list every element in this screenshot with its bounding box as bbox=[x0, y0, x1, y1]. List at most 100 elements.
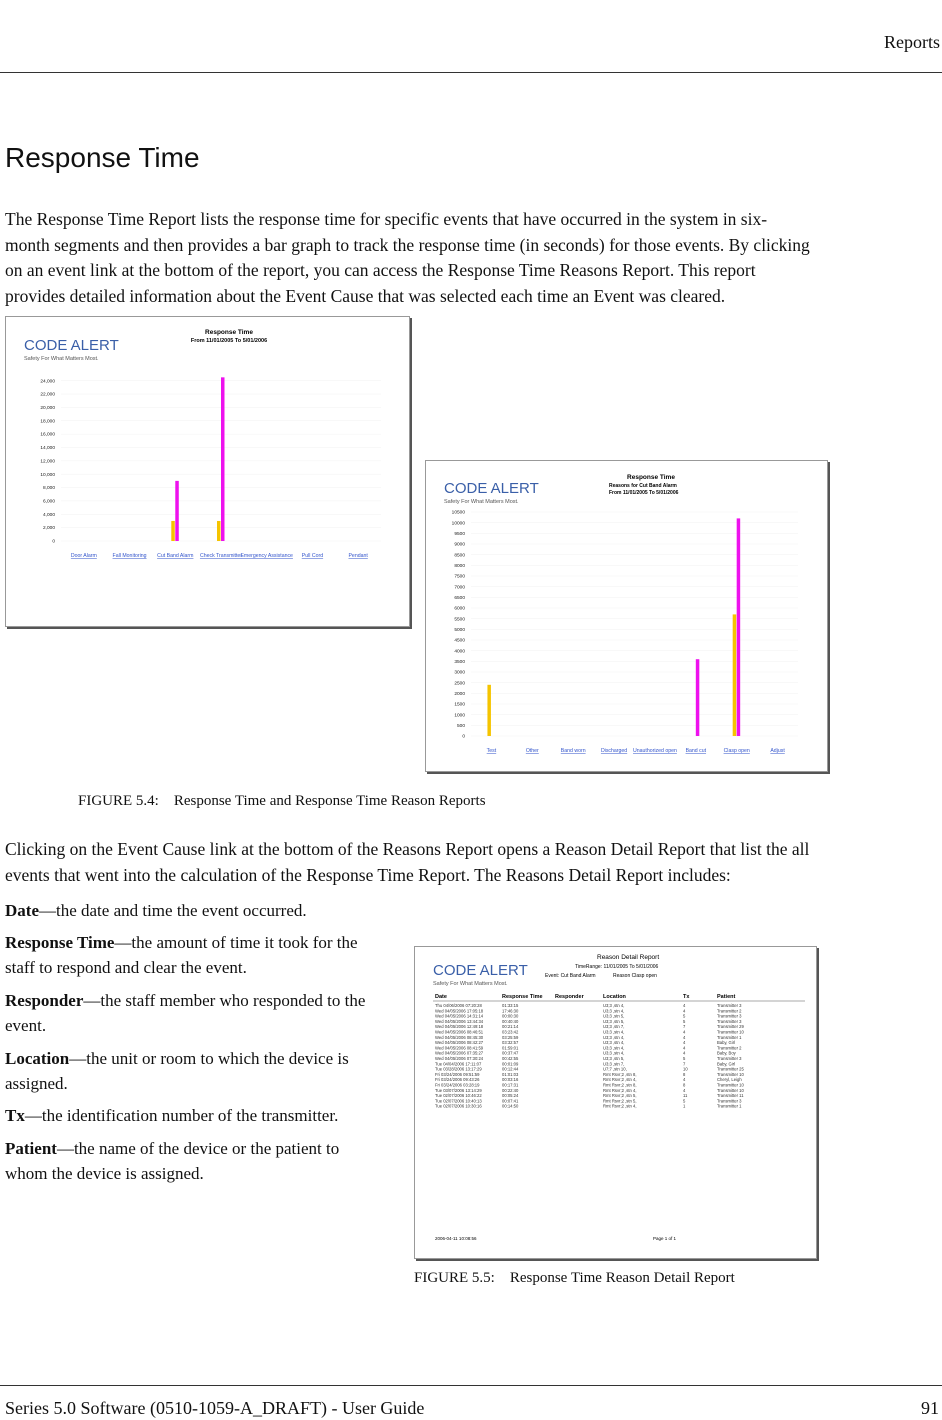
x-category-link[interactable]: Test bbox=[487, 748, 497, 754]
table-cell: 00:42:55 bbox=[502, 1056, 519, 1061]
y-tick-label: 7000 bbox=[454, 584, 465, 590]
table-cell: Wed 04/05/2006 08:42:27 bbox=[435, 1040, 484, 1045]
definition-text: —the unit or room to which the device is… bbox=[5, 1049, 349, 1093]
y-tick-label: 8000 bbox=[454, 563, 465, 569]
y-tick-label: 10000 bbox=[452, 520, 466, 526]
table-cell: Wed 04/05/2006 07:35:27 bbox=[435, 1051, 484, 1056]
figure-caption-text: Response Time Reason Detail Report bbox=[509, 1270, 735, 1286]
bar bbox=[487, 684, 491, 736]
y-tick-label: 24,000 bbox=[40, 378, 55, 384]
bar bbox=[171, 520, 175, 541]
x-category-link[interactable]: Adjust bbox=[770, 748, 785, 754]
figure-label: FIGURE 5.4: bbox=[78, 793, 159, 809]
table-cell: Tue 02/07/2006 10:46:22 bbox=[435, 1093, 482, 1098]
definition: Response Time—the amount of time it took… bbox=[5, 930, 385, 980]
x-category-link[interactable]: Band worn bbox=[561, 748, 586, 754]
reasons-report-screenshot: CODE ALERT Safety For What Matters Most. R… bbox=[425, 460, 828, 772]
y-tick-label: 4000 bbox=[454, 648, 465, 654]
x-category-link[interactable]: Discharged bbox=[601, 748, 627, 754]
table-cell: Transmitter 3 bbox=[717, 1056, 742, 1061]
bar bbox=[732, 614, 737, 736]
y-tick-label: 2000 bbox=[454, 691, 465, 697]
x-category-link[interactable]: Fall Monitoring bbox=[113, 553, 147, 559]
x-category-link[interactable]: Cut Band Alarm bbox=[157, 553, 193, 559]
x-category-link[interactable]: Door Alarm bbox=[71, 553, 97, 559]
x-category-link[interactable]: Unauthorized open bbox=[633, 748, 677, 754]
table-cell: Transmitter 10 bbox=[717, 1072, 745, 1077]
y-tick-label: 16,000 bbox=[40, 432, 55, 438]
y-tick-label: 500 bbox=[457, 723, 465, 729]
header-rule bbox=[0, 72, 942, 73]
table-cell: Tue 03/07/2006 13:14:29 bbox=[435, 1088, 482, 1093]
table-cell: 01:01:03 bbox=[502, 1072, 519, 1077]
table-cell: 00:22:40 bbox=[502, 1088, 519, 1093]
report-title: Reason Detail Report bbox=[597, 954, 659, 961]
x-category-link[interactable]: Emergency Assistance bbox=[240, 553, 293, 559]
table-cell: U3;3 ,stn 5, bbox=[603, 1056, 624, 1061]
table-cell: 03:25:59 bbox=[502, 1035, 519, 1040]
response-time-screenshot: CODE ALERT Safety For What Matters Most. R… bbox=[5, 316, 410, 627]
bar bbox=[221, 377, 225, 541]
definition-term: Date bbox=[5, 901, 39, 920]
figure-caption-text: Response Time and Response Time Reason R… bbox=[173, 793, 486, 809]
table-cell: 11 bbox=[683, 1093, 688, 1098]
column-header: Tx bbox=[683, 994, 690, 1000]
report-range: From 11/01/2005 To 5/01/2006 bbox=[609, 490, 679, 496]
bar bbox=[736, 518, 741, 736]
table-cell: 8 bbox=[683, 1083, 686, 1088]
column-header: Response Time bbox=[502, 994, 543, 1000]
x-category-link[interactable]: Other bbox=[526, 748, 539, 754]
table-cell: U3;3 ,stn 4, bbox=[603, 1030, 624, 1035]
table-cell: Baby, Girl bbox=[717, 1061, 735, 1066]
table-cell: 00:01:09 bbox=[502, 1061, 519, 1066]
x-category-link[interactable]: Clasp open bbox=[724, 748, 750, 754]
table-cell: 5 bbox=[683, 1098, 686, 1103]
footer-rule bbox=[0, 1385, 942, 1386]
table-cell: Fri 03/24/2006 03:28:19 bbox=[435, 1083, 480, 1088]
definition-term: Patient bbox=[5, 1139, 57, 1158]
table-cell: 4 bbox=[683, 1045, 686, 1050]
table-cell: 00:37:47 bbox=[502, 1051, 519, 1056]
table-cell: 4 bbox=[683, 1003, 686, 1008]
table-cell: Baby, Boy bbox=[717, 1051, 737, 1056]
x-category-link[interactable]: Band cut bbox=[686, 748, 707, 754]
table-cell: U3;3 ,stn 4, bbox=[603, 1051, 624, 1056]
table-cell: 1 bbox=[683, 1104, 686, 1109]
table-cell: Tue 04/04/2006 17:11:07 bbox=[435, 1061, 482, 1066]
table-cell: Wed 04/05/2006 12:49:18 bbox=[435, 1024, 484, 1029]
column-header: Location bbox=[603, 994, 627, 1000]
table-cell: 5 bbox=[683, 1056, 686, 1061]
y-tick-label: 20,000 bbox=[40, 405, 55, 411]
y-tick-label: 1500 bbox=[454, 702, 465, 708]
table-cell: Fri 03/24/2006 09:43:26 bbox=[435, 1077, 480, 1082]
tagline: Safety For What Matters Most. bbox=[433, 981, 508, 987]
table-cell: 5 bbox=[683, 1019, 686, 1024]
x-category-link[interactable]: Check Transmitter bbox=[200, 553, 242, 559]
table-cell: U3;3 ,stn 5, bbox=[603, 1014, 624, 1019]
definition-text: —the identification number of the transm… bbox=[24, 1106, 339, 1125]
table-cell: Transmitter 1 bbox=[717, 1104, 742, 1109]
x-category-link[interactable]: Pendant bbox=[348, 553, 368, 559]
section-heading: Response Time bbox=[5, 142, 200, 173]
definition-term: Tx bbox=[5, 1106, 25, 1125]
table-cell: 01:33:15 bbox=[502, 1003, 519, 1008]
table-cell: Rmt Rsvr;2 ,stn 4, bbox=[603, 1077, 637, 1082]
y-tick-label: 5500 bbox=[454, 616, 465, 622]
column-header: Date bbox=[435, 994, 447, 1000]
table-cell: 4 bbox=[683, 1030, 686, 1035]
y-tick-label: 9000 bbox=[454, 542, 465, 548]
report-subtitle: From 11/01/2005 To 5/01/2006 bbox=[191, 338, 267, 344]
table-cell: Transmitter 3 bbox=[717, 1019, 742, 1024]
table-cell: 03:32:57 bbox=[502, 1040, 519, 1045]
bar bbox=[695, 659, 700, 736]
y-tick-label: 10500 bbox=[452, 510, 466, 516]
x-category-link[interactable]: Pull Cord bbox=[302, 553, 323, 559]
table-cell: U7;7 ,stn 10, bbox=[603, 1067, 627, 1072]
table-cell: 7 bbox=[683, 1024, 686, 1029]
table-cell: 00:40:40 bbox=[502, 1019, 519, 1024]
report-reason: Reason Clasp open bbox=[613, 973, 657, 979]
table-cell: Wed 04/05/2006 08:46:51 bbox=[435, 1030, 484, 1035]
y-tick-label: 7500 bbox=[454, 574, 465, 580]
table-cell: 4 bbox=[683, 1040, 686, 1045]
